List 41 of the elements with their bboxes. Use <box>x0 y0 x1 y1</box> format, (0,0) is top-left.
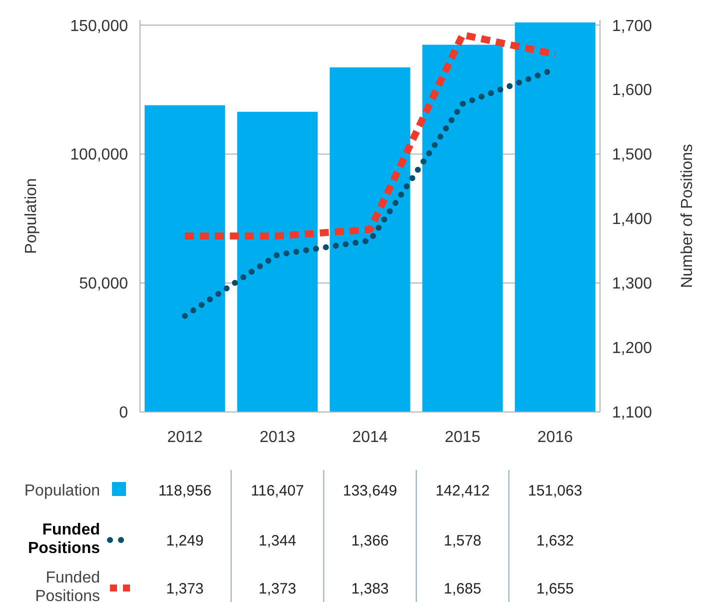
y-axis-title: Population <box>23 178 40 254</box>
y2-tick-label: 1,600 <box>612 82 652 100</box>
bar <box>237 112 318 412</box>
data-label: 133,649 <box>342 482 398 500</box>
y-tick-label: 100,000 <box>70 146 128 164</box>
x-tick-label: 2013 <box>260 429 296 446</box>
y-tick-label: 0 <box>119 404 128 422</box>
data-label: 1,366 <box>351 532 389 550</box>
bar <box>330 67 410 412</box>
data-label: 1,373 <box>166 580 204 598</box>
data-label: 1,344 <box>258 532 296 550</box>
data-label: 1,685 <box>444 580 482 598</box>
data-label: 1,383 <box>351 580 389 598</box>
y-tick-label: 150,000 <box>70 18 128 35</box>
legend-label: Funded Positions <box>28 521 100 557</box>
y2-tick-label: 1,700 <box>612 18 652 35</box>
data-label: 1,373 <box>258 580 296 598</box>
bar <box>422 44 503 412</box>
legend-label: Funded Positions <box>35 569 100 602</box>
data-label: 118,956 <box>158 482 212 500</box>
x-tick-label: 2014 <box>352 429 388 446</box>
bar <box>514 22 596 412</box>
data-label: 142,412 <box>435 482 490 500</box>
y2-tick-label: 1,500 <box>612 146 652 164</box>
x-tick-label: 2015 <box>444 429 480 446</box>
data-label: 1,655 <box>536 580 574 598</box>
y2-axis-title: Number of Positions <box>679 144 696 288</box>
data-label: 1,632 <box>536 532 574 550</box>
x-tick-label: 2012 <box>167 429 203 446</box>
data-label: 151,063 <box>528 482 582 500</box>
legend-label: Population <box>24 482 100 500</box>
data-label: 1,249 <box>166 532 204 550</box>
y2-tick-label: 1,200 <box>612 340 652 358</box>
y2-tick-label: 1,400 <box>612 211 652 228</box>
y2-tick-label: 1,100 <box>612 404 652 422</box>
y-tick-label: 50,000 <box>79 276 128 293</box>
data-label: 116,407 <box>250 482 304 500</box>
bar <box>144 105 226 412</box>
x-tick-label: 2016 <box>537 429 574 446</box>
data-label: 1,578 <box>444 532 482 550</box>
y2-tick-label: 1,300 <box>612 276 652 293</box>
